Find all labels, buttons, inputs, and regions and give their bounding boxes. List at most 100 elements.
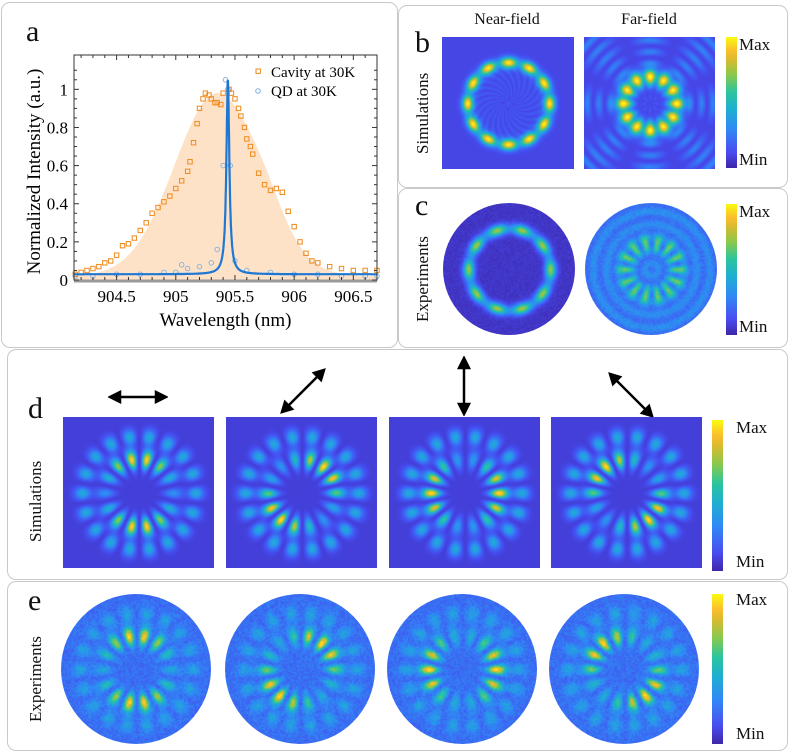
experiment-image-horizontal: [61, 594, 211, 744]
cavity-data-point: [113, 252, 120, 258]
cavity-data-point: [297, 239, 303, 245]
legend-label-qd: QD at 30K: [271, 84, 337, 100]
colorbar: [726, 37, 737, 168]
cavity-data-point: [208, 96, 214, 102]
cavity-data-point: [161, 199, 167, 205]
y-axis-label: Normalized Intensity (a.u.): [24, 69, 45, 275]
cavity-data-point: [155, 204, 161, 211]
polarization-arrow-diagonal-135: [608, 372, 654, 418]
field-pattern-canvas: [226, 417, 377, 568]
cavity-data-point: [90, 265, 96, 272]
far-field-experiment-image: [585, 203, 717, 335]
panel-e: e Experiments Max Min: [7, 581, 788, 751]
legend-marker-qd: [255, 88, 261, 94]
cavity-data-point: [362, 267, 368, 274]
panel-label-c: c: [415, 189, 429, 222]
colorbar: [712, 420, 723, 571]
cavity-data-point: [184, 168, 191, 175]
cavity-data-point: [143, 220, 149, 226]
cavity-data-point: [220, 90, 226, 96]
cavity-data-point: [303, 250, 309, 257]
qd-data-point: [208, 260, 215, 266]
x-tick-label: 906.5: [334, 287, 372, 306]
near-field-experiment-image: [443, 203, 575, 335]
polarization-arrow-horizontal: [108, 389, 168, 405]
cavity-data-point: [173, 185, 179, 192]
field-pattern-canvas: [584, 37, 715, 169]
panel-label-a: a: [26, 15, 40, 48]
colorbar-max-label: Max: [739, 202, 771, 221]
field-pattern-canvas: [61, 594, 211, 744]
cavity-data-point: [125, 241, 132, 247]
y-tick-label: 0.4: [47, 195, 69, 214]
panel-b: b Simulations Near-field Far-field Max M…: [398, 5, 788, 188]
cavity-data-point: [291, 223, 297, 230]
cavity-data-point: [309, 258, 315, 264]
x-axis-label: Wavelength (nm): [160, 310, 292, 331]
colorbar-min-label: Min: [736, 552, 765, 571]
y-tick-label: 1: [60, 80, 69, 99]
qd-data-point: [214, 246, 220, 253]
cavity-data-point: [196, 105, 203, 112]
cavity-data-point: [261, 181, 268, 188]
cavity-data-point: [167, 193, 173, 199]
col-title-far-field: Far-field: [621, 11, 677, 28]
cavity-data-point: [194, 120, 200, 127]
colorbar-max-label: Max: [739, 35, 771, 54]
cavity-data-point: [149, 210, 155, 216]
y-tick-label: 0.6: [47, 157, 68, 176]
far-field-simulation-image: [584, 37, 715, 169]
simulation-image-diagonal-135: [551, 417, 702, 568]
y-tick-label: 0.8: [47, 118, 68, 137]
colorbar: [726, 204, 737, 335]
y-tick-label: 0.2: [47, 233, 68, 252]
cavity-data-point: [137, 227, 143, 234]
panel-label-b: b: [415, 26, 430, 59]
colorbar-max-label: Max: [736, 590, 768, 609]
colorbar-min-label: Min: [736, 724, 765, 743]
colorbar-min-label: Min: [739, 317, 768, 336]
cavity-data-point: [238, 113, 244, 119]
cavity-data-point: [279, 189, 286, 195]
experiment-image-diagonal-135: [549, 594, 699, 744]
cavity-data-point: [338, 265, 345, 272]
cavity-data-point: [241, 124, 248, 131]
cavity-data-point: [119, 242, 126, 249]
row-label-experiments: Experiments: [413, 236, 432, 322]
legend-marker-cavity: [255, 68, 261, 74]
panel-d: d Simulations Max Min: [7, 349, 788, 580]
field-pattern-canvas: [225, 594, 375, 744]
colorbar: [712, 594, 723, 744]
x-tick-label: 904.5: [97, 287, 135, 306]
cavity-data-point: [273, 185, 280, 192]
cavity-data-point: [315, 260, 321, 266]
cavity-data-point: [187, 159, 193, 165]
panel-a: a 904.5 905 905.5 906 906.5 0 0.2 0.4 0.6 0.8 1 Wav…: [1, 2, 398, 348]
polarization-arrow-vertical: [456, 356, 472, 416]
cavity-data-point: [235, 105, 242, 112]
field-pattern-canvas: [442, 37, 574, 169]
qd-fit-line: [74, 79, 377, 276]
experiment-image-vertical: [387, 594, 537, 744]
y-tick-label: 0: [60, 271, 69, 290]
cavity-data-point: [96, 263, 102, 270]
simulation-image-vertical: [389, 417, 540, 568]
cavity-data-point: [107, 258, 114, 264]
x-tick-label: 905: [163, 287, 189, 306]
panel-c: c Experiments Max Min: [398, 188, 788, 348]
cavity-data-point: [200, 96, 206, 102]
field-pattern-canvas: [551, 417, 702, 568]
field-pattern-canvas: [443, 203, 575, 335]
cavity-data-point: [244, 136, 250, 142]
cavity-data-point: [131, 235, 138, 241]
x-tick-label: 905.5: [216, 287, 254, 306]
panel-label-e: e: [28, 584, 42, 617]
cavity-data-point: [102, 260, 108, 266]
spectrum-chart: 904.5 905 905.5 906 906.5 0 0.2 0.4 0.6 0.8 1 Wavel…: [24, 54, 380, 331]
experiment-image-diagonal-45: [225, 594, 375, 744]
simulation-image-horizontal: [63, 417, 214, 568]
cavity-data-point: [285, 208, 291, 215]
field-pattern-canvas: [549, 594, 699, 744]
qd-data-point: [178, 261, 185, 268]
x-tick-label: 906: [281, 287, 307, 306]
